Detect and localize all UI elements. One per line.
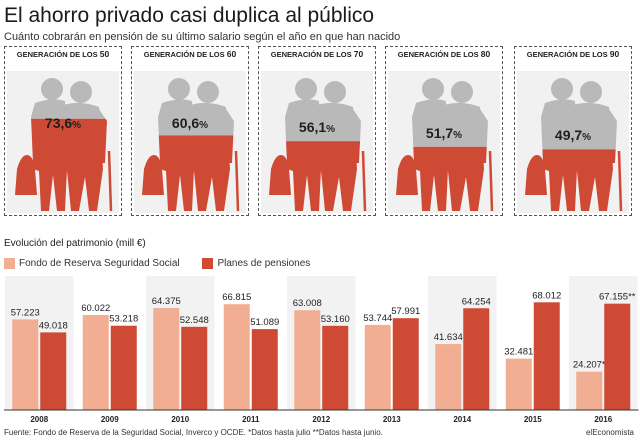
data-label: 52.548 <box>180 315 209 326</box>
bar-reserve <box>223 304 250 410</box>
generation-label: GENERACIÓN DE LOS 50 <box>5 49 121 59</box>
generation-label: GENERACIÓN DE LOS 60 <box>132 49 248 59</box>
data-label: 57.991 <box>391 306 420 317</box>
page-subtitle: Cuánto cobrarán en pensión de su último … <box>4 31 401 43</box>
x-tick-label: 2012 <box>312 415 330 424</box>
x-tick-label: 2016 <box>594 415 612 424</box>
data-label: 24.207* <box>573 360 606 371</box>
bar-reserve <box>364 324 391 410</box>
bar-plans <box>463 308 490 410</box>
page-title: El ahorro privado casi duplica al públic… <box>4 4 375 27</box>
bar-plans <box>251 329 278 410</box>
bar-reserve <box>505 358 532 410</box>
bar-chart-title: Evolución del patrimonio (mill €) <box>4 238 146 249</box>
data-label: 53.218 <box>109 314 138 325</box>
generation-label: GENERACIÓN DE LOS 80 <box>386 49 502 59</box>
chart-legend: Fondo de Reserva Seguridad Social Planes… <box>4 258 330 272</box>
generation-panel: GENERACIÓN DE LOS 50 73,6% <box>4 46 122 216</box>
data-label: 60.022 <box>81 303 110 314</box>
legend-item: Planes de pensiones <box>202 258 310 269</box>
bar-reserve <box>153 308 180 410</box>
generation-label: GENERACIÓN DE LOS 70 <box>259 49 375 59</box>
data-label: 53.160 <box>321 314 350 325</box>
elderly-couple-icon <box>388 71 500 213</box>
generation-panel: GENERACIÓN DE LOS 60 60,6% <box>131 46 249 216</box>
bar-plans <box>392 318 419 410</box>
generation-panel: GENERACIÓN DE LOS 90 49,7% <box>514 46 632 216</box>
legend-label: Fondo de Reserva Seguridad Social <box>19 258 180 269</box>
bar-plans <box>181 326 208 410</box>
x-tick-label: 2009 <box>101 415 119 424</box>
legend-item: Fondo de Reserva Seguridad Social <box>4 258 180 269</box>
data-label: 32.481 <box>504 347 533 358</box>
generation-panel: GENERACIÓN DE LOS 80 51,7% <box>385 46 503 216</box>
generation-panels: GENERACIÓN DE LOS 50 73,6% GENERACIÓN DE… <box>0 46 640 226</box>
bar-reserve <box>435 344 462 410</box>
elderly-couple-icon <box>517 71 629 213</box>
pension-percentage: 49,7% <box>554 127 592 144</box>
data-label: 64.254 <box>462 296 491 307</box>
elderly-couple-icon <box>134 71 246 213</box>
x-tick-label: 2010 <box>171 415 189 424</box>
elderly-couple-icon <box>7 71 119 213</box>
generation-label: GENERACIÓN DE LOS 90 <box>515 49 631 59</box>
pension-percentage: 60,6% <box>171 115 209 131</box>
data-label: 49.018 <box>39 320 68 331</box>
data-label: 53.744 <box>363 313 392 324</box>
bar-reserve <box>294 310 321 410</box>
x-tick-label: 2013 <box>383 415 401 424</box>
pension-percentage: 51,7% <box>425 124 463 141</box>
elderly-couple-icon <box>261 71 373 213</box>
source-note: Fuente: Fondo de Reserva de la Seguridad… <box>4 428 383 437</box>
x-tick-label: 2014 <box>453 415 471 424</box>
data-label: 41.634 <box>434 332 463 343</box>
bar-plans <box>40 332 67 410</box>
bar-reserve <box>12 319 39 410</box>
pension-percentage: 73,6% <box>44 115 82 131</box>
data-label: 57.223 <box>11 307 40 318</box>
legend-label: Planes de pensiones <box>217 258 311 269</box>
bar-plans <box>322 325 349 410</box>
x-tick-label: 2008 <box>30 415 48 424</box>
bar-plans <box>604 303 631 410</box>
data-label: 63.008 <box>293 298 322 309</box>
x-tick-label: 2015 <box>524 415 542 424</box>
bar-plans <box>533 302 560 410</box>
brand-logo: elEconomista <box>585 428 634 437</box>
bar-reserve <box>576 371 603 410</box>
x-tick-label: 2011 <box>242 415 260 424</box>
legend-swatch-plans <box>202 258 214 269</box>
bar-plans <box>110 325 137 410</box>
legend-swatch-reserve <box>4 258 15 269</box>
data-label: 66.815 <box>222 292 251 303</box>
pension-percentage: 56,1% <box>298 119 336 136</box>
data-label: 64.375 <box>152 296 181 307</box>
data-label: 68.012 <box>532 290 561 301</box>
data-label: 67.155** <box>599 292 636 303</box>
bar-reserve <box>82 314 109 410</box>
data-label: 51.089 <box>250 317 279 328</box>
generation-panel: GENERACIÓN DE LOS 70 56,1% <box>258 46 376 216</box>
